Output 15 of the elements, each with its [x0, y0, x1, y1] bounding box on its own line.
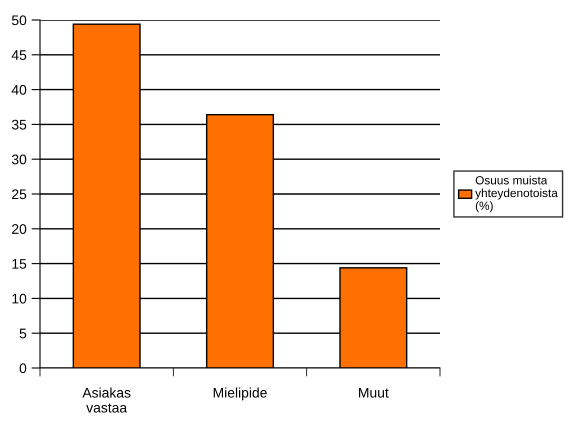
legend-label: Osuus muista yhteydenotoista (%): [475, 176, 558, 212]
y-tick-label: 0: [20, 363, 26, 374]
y-tick-label: 40: [12, 84, 26, 95]
x-tick-label: Asiakas vastaa: [82, 387, 130, 413]
y-tick-label: 25: [12, 189, 26, 200]
y-tick-label: 50: [12, 15, 26, 26]
y-tick-label: 30: [12, 154, 26, 164]
y-tick-label: 20: [12, 224, 26, 234]
y-tick-label: 5: [20, 328, 26, 338]
x-tick-label: Mielipide: [214, 387, 267, 400]
y-tick-label: 10: [12, 294, 26, 304]
y-tick-label: 15: [12, 259, 26, 269]
y-tick-label: 45: [12, 50, 26, 60]
x-tick-label: Muut: [359, 388, 389, 398]
y-tick-label: 35: [12, 120, 26, 130]
